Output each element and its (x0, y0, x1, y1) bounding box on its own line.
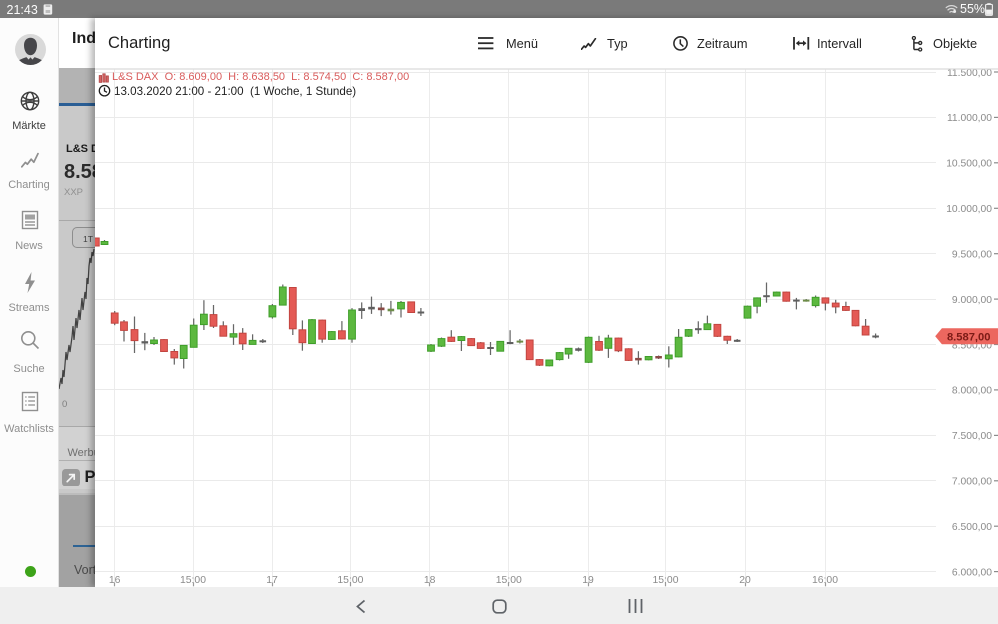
svg-text:8.000,00: 8.000,00 (952, 386, 992, 397)
svg-text:16: 16 (109, 575, 121, 586)
svg-text:11.000,00: 11.000,00 (947, 113, 992, 124)
svg-text:11.500,00: 11.500,00 (947, 68, 992, 79)
svg-text:8.587,00: 8.587,00 (947, 332, 991, 344)
svg-text:13.03.2020 21:00 - 21:00 (1 W: 13.03.2020 21:00 - 21:00 (1 Woche, 1 Stu… (114, 85, 356, 98)
svg-text:6.000,00: 6.000,00 (952, 567, 992, 578)
svg-text:20: 20 (739, 575, 751, 586)
svg-text:L&S DAX O: 8.609,00 H: 8.638: L&S DAX O: 8.609,00 H: 8.638,50 L: 8.574… (112, 71, 409, 83)
svg-text:15:00: 15:00 (496, 575, 522, 586)
svg-text:9.000,00: 9.000,00 (952, 295, 992, 306)
svg-text:7.000,00: 7.000,00 (952, 477, 992, 488)
svg-text:16:00: 16:00 (812, 575, 838, 586)
svg-text:7.500,00: 7.500,00 (952, 431, 992, 442)
svg-text:10.000,00: 10.000,00 (946, 204, 992, 215)
svg-text:9.500,00: 9.500,00 (952, 250, 992, 261)
svg-text:17: 17 (266, 575, 278, 586)
svg-text:6.500,00: 6.500,00 (952, 522, 992, 533)
svg-text:19: 19 (582, 575, 594, 586)
svg-text:10.500,00: 10.500,00 (946, 159, 992, 170)
svg-text:15:00: 15:00 (652, 575, 678, 586)
svg-text:18: 18 (424, 575, 436, 586)
svg-text:15:00: 15:00 (180, 575, 206, 586)
svg-text:15:00: 15:00 (337, 575, 363, 586)
svg-text:8.500,00: 8.500,00 (952, 340, 992, 351)
